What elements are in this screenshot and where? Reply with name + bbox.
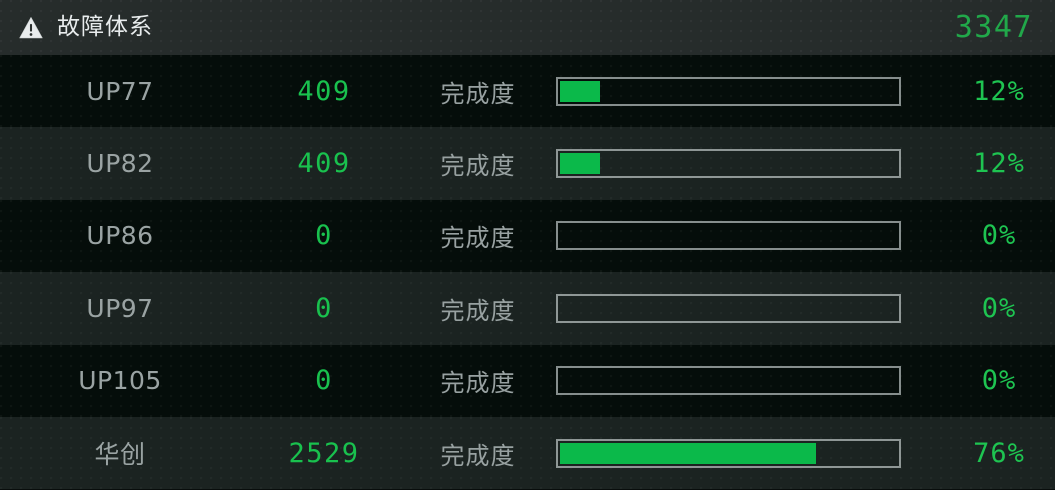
- row-name: 华创: [94, 440, 146, 470]
- row-value: 409: [297, 148, 351, 180]
- table-row[interactable]: UP105 0 完成度 0%: [0, 344, 1055, 417]
- row-completion-label: 完成度: [440, 369, 516, 398]
- page-title: 故障体系: [57, 14, 153, 40]
- row-percent: 0%: [981, 292, 1017, 324]
- progress-bar-track: [556, 221, 901, 251]
- row-value: 2529: [288, 437, 360, 469]
- progress-bar-cell: [548, 438, 943, 468]
- header-left-group: 故障体系: [18, 15, 153, 41]
- row-name: UP105: [78, 366, 162, 396]
- row-completion-label: 完成度: [440, 224, 516, 253]
- row-name: UP86: [86, 221, 154, 251]
- panel-header: 故障体系 3347: [0, 0, 1055, 55]
- progress-bar-track: [556, 149, 901, 179]
- table-row[interactable]: UP77 409 完成度 12%: [0, 55, 1055, 128]
- row-value: 0: [315, 292, 333, 324]
- progress-bar-cell: [548, 221, 943, 251]
- table-row[interactable]: 华创 2529 完成度 76%: [0, 416, 1055, 490]
- progress-bar-cell: [548, 76, 943, 106]
- progress-bar-track: [556, 293, 901, 323]
- progress-bar-track: [556, 366, 901, 396]
- progress-bar-track: [556, 76, 901, 106]
- table-row[interactable]: UP82 409 完成度 12%: [0, 127, 1055, 200]
- progress-bar-cell: [548, 366, 943, 396]
- row-percent: 12%: [973, 75, 1025, 107]
- row-percent: 0%: [981, 365, 1017, 397]
- row-completion-label: 完成度: [440, 152, 516, 181]
- header-total-count: 3347: [954, 9, 1033, 45]
- table-row[interactable]: UP86 0 完成度 0%: [0, 199, 1055, 273]
- row-percent: 12%: [973, 148, 1025, 180]
- row-name: UP82: [86, 149, 154, 179]
- table-row[interactable]: UP97 0 完成度 0%: [0, 272, 1055, 345]
- row-completion-label: 完成度: [440, 296, 516, 325]
- row-name: UP97: [86, 293, 154, 323]
- row-percent: 76%: [973, 437, 1025, 469]
- progress-bar-cell: [548, 149, 943, 179]
- progress-bar-cell: [548, 293, 943, 323]
- row-percent: 0%: [981, 220, 1017, 252]
- progress-bar-fill: [560, 442, 817, 464]
- warning-triangle-icon: [18, 15, 44, 41]
- row-completion-label: 完成度: [440, 441, 516, 470]
- row-value: 409: [297, 75, 351, 107]
- row-completion-label: 完成度: [440, 79, 516, 108]
- row-value: 0: [315, 365, 333, 397]
- row-name: UP77: [86, 76, 154, 106]
- progress-bar-fill: [560, 153, 601, 175]
- progress-bar-fill: [560, 80, 601, 102]
- row-value: 0: [315, 220, 333, 252]
- fault-rows-list: UP77 409 完成度 12% UP82 409 完成度 12% UP86 0 完成度 0% UP97…: [0, 55, 1055, 490]
- progress-bar-track: [556, 438, 901, 468]
